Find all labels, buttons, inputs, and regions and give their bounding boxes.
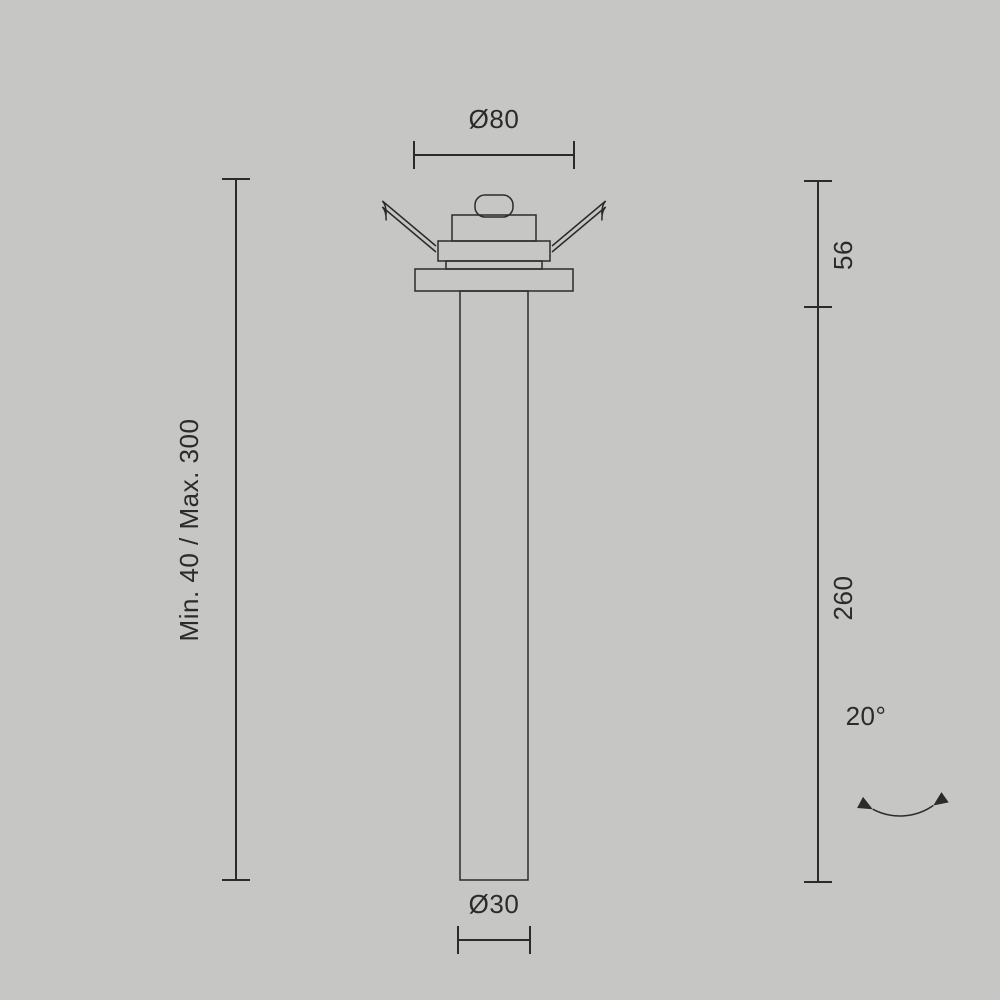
svg-text:20°: 20°	[846, 701, 887, 731]
svg-text:260: 260	[828, 576, 858, 621]
svg-text:56: 56	[828, 240, 858, 270]
svg-text:Ø80: Ø80	[469, 104, 520, 134]
svg-text:Ø30: Ø30	[469, 889, 520, 919]
svg-text:Min. 40 / Max. 300: Min. 40 / Max. 300	[174, 419, 204, 642]
